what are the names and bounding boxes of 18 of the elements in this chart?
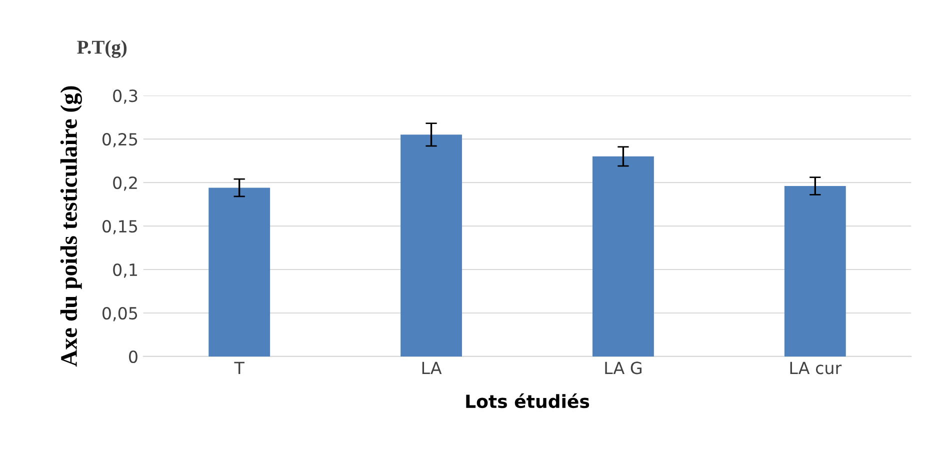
x-axis-title: Lots étudiés bbox=[466, 393, 590, 408]
y-tick-label: 0 bbox=[129, 350, 138, 364]
x-tick-label: LA bbox=[422, 362, 442, 374]
y-axis-title: Axe du poids testiculaire (g) bbox=[60, 86, 82, 367]
bar bbox=[208, 188, 270, 356]
y-tick-label: 0,05 bbox=[102, 306, 138, 322]
y-tick-label: 0,1 bbox=[113, 263, 137, 278]
bar bbox=[400, 134, 462, 356]
chart-title: P.T(g) bbox=[77, 40, 127, 58]
bar bbox=[592, 156, 654, 356]
bar bbox=[784, 186, 846, 356]
y-tick-label: 0,3 bbox=[113, 89, 138, 104]
y-tick-label: 0,25 bbox=[102, 132, 138, 148]
y-tick-label: 0,2 bbox=[113, 176, 137, 191]
y-tick-label: 0,15 bbox=[102, 220, 138, 234]
x-tick-label: T bbox=[234, 362, 244, 374]
x-tick-label: LA G bbox=[605, 362, 642, 374]
x-tick-label: LA cur bbox=[790, 362, 842, 374]
